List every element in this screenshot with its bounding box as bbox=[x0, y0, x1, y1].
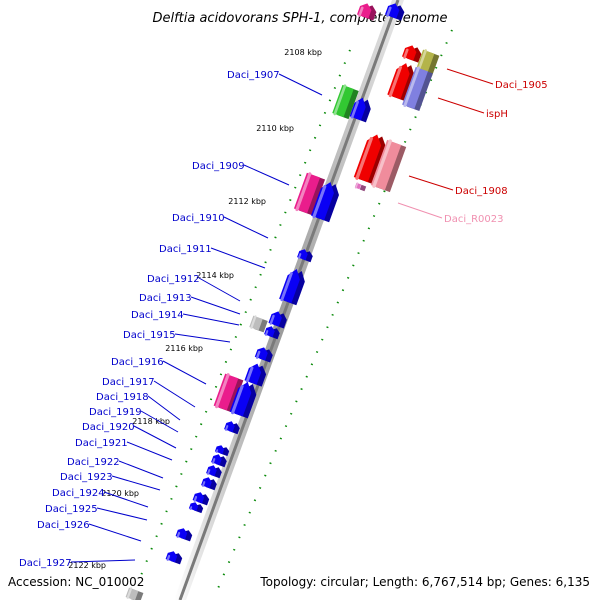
feature-daci-1922 bbox=[206, 465, 222, 479]
callout-line bbox=[126, 441, 173, 461]
gene-label[interactable]: Daci_1918 bbox=[96, 392, 149, 403]
feature-daci-1913 bbox=[249, 315, 268, 333]
gene-label[interactable]: Daci_1913 bbox=[139, 293, 192, 304]
feature-daci-1920 bbox=[214, 445, 230, 457]
gene-label[interactable]: Daci_1914 bbox=[131, 310, 184, 321]
callout-line bbox=[446, 68, 494, 85]
gene-callouts: Daci_1907 Daci_1909 Daci_1910 Daci_1911 Daci… bbox=[19, 68, 548, 569]
callout-line bbox=[408, 175, 454, 191]
callout-line bbox=[147, 395, 181, 421]
callout-line bbox=[182, 313, 240, 326]
gene-label[interactable]: Daci_1909 bbox=[192, 161, 245, 172]
gene-label[interactable]: Daci_R0023 bbox=[444, 214, 504, 225]
feature-daci-1919 bbox=[224, 421, 240, 435]
genome-summary: Topology: circular; Length: 6,767,514 bp… bbox=[259, 575, 590, 589]
gene-label[interactable]: Daci_1925 bbox=[45, 504, 98, 515]
kbp-label: 2122 kbp bbox=[68, 561, 106, 570]
feature-daci-1914 bbox=[268, 311, 287, 329]
callout-line bbox=[223, 216, 269, 239]
feature-daci-1905 bbox=[387, 63, 415, 102]
callout-line bbox=[198, 277, 241, 302]
gene-label[interactable]: Daci_1923 bbox=[60, 472, 113, 483]
gene-label[interactable]: Daci_1920 bbox=[82, 422, 135, 433]
feature-daci-1925 bbox=[188, 502, 204, 514]
callout-line bbox=[70, 559, 136, 563]
feature-top-blue bbox=[384, 3, 405, 21]
kbp-scale: 2108 kbp 2110 kbp 2112 kbp 2114 kbp 2116 kbp… bbox=[68, 48, 322, 570]
feature-daci-1909-b bbox=[310, 182, 339, 223]
feature-daci-1923 bbox=[201, 477, 217, 491]
gene-label[interactable]: Daci_1911 bbox=[159, 244, 212, 255]
feature-daci-1912 bbox=[279, 269, 305, 306]
feature-daci-1907-a bbox=[332, 84, 359, 120]
callout-line bbox=[140, 410, 179, 433]
callout-line bbox=[397, 202, 443, 219]
gene-features bbox=[125, 3, 440, 600]
callout-line bbox=[210, 247, 266, 269]
kbp-label: 2110 kbp bbox=[256, 124, 294, 133]
gene-label[interactable]: Daci_1921 bbox=[75, 438, 128, 449]
gene-label[interactable]: Daci_1922 bbox=[67, 457, 120, 468]
callout-line bbox=[190, 296, 241, 315]
gene-label[interactable]: Daci_1927 bbox=[19, 558, 72, 569]
callout-line bbox=[111, 475, 161, 491]
kbp-label: 2118 kbp bbox=[132, 417, 170, 426]
callout-line bbox=[88, 523, 142, 542]
inner-tick-track bbox=[213, 29, 453, 599]
kbp-label: 2120 kbp bbox=[101, 489, 139, 498]
feature-daci-1911 bbox=[297, 249, 313, 263]
gene-label[interactable]: Daci_1912 bbox=[147, 274, 200, 285]
gene-label[interactable]: Daci_1917 bbox=[102, 377, 155, 388]
feature-daci-1917-b bbox=[213, 373, 244, 413]
kbp-label: 2114 kbp bbox=[196, 271, 234, 280]
callout-line bbox=[96, 507, 148, 521]
feature-daci-1921 bbox=[211, 454, 227, 468]
feature-daci-1909-a bbox=[293, 172, 326, 216]
feature-daci-1905-head bbox=[401, 45, 422, 63]
feature-daci-1924 bbox=[192, 492, 210, 506]
callout-line bbox=[162, 360, 207, 385]
gene-label[interactable]: Daci_1908 bbox=[455, 186, 508, 197]
gene-label[interactable]: Daci_1926 bbox=[37, 520, 90, 531]
feature-daci-r0023 bbox=[370, 139, 407, 193]
gene-label[interactable]: Daci_1907 bbox=[227, 70, 280, 81]
kbp-label: 2116 kbp bbox=[165, 344, 203, 353]
feature-bottom-grey bbox=[125, 587, 144, 600]
callout-line bbox=[103, 491, 149, 508]
feature-daci-1907-b bbox=[349, 97, 371, 123]
feature-daci-1926 bbox=[175, 528, 193, 542]
callout-line bbox=[437, 97, 485, 114]
feature-ispH bbox=[402, 66, 433, 112]
kbp-label: 2108 kbp bbox=[284, 48, 322, 57]
feature-small-rna bbox=[354, 182, 367, 192]
gene-label[interactable]: ispH bbox=[486, 109, 508, 120]
callout-line bbox=[133, 425, 177, 449]
outer-tick-track bbox=[139, 49, 351, 579]
feature-daci-1916 bbox=[254, 347, 273, 363]
gene-label[interactable]: Daci_1919 bbox=[89, 407, 142, 418]
callout-line bbox=[153, 380, 196, 408]
gene-label[interactable]: Daci_1916 bbox=[111, 357, 164, 368]
callout-line bbox=[174, 333, 231, 343]
feature-daci-1917 bbox=[244, 363, 267, 387]
feature-daci-1908 bbox=[353, 134, 387, 185]
accession-label: Accession: NC_010002 bbox=[8, 575, 144, 589]
gene-label[interactable]: Daci_1905 bbox=[495, 80, 548, 91]
feature-daci-1915 bbox=[264, 326, 280, 340]
callout-line bbox=[243, 164, 290, 186]
feature-daci-1918 bbox=[229, 382, 257, 419]
callout-line bbox=[278, 73, 323, 96]
gene-label[interactable]: Daci_1924 bbox=[52, 488, 105, 499]
feature-top-pink bbox=[356, 3, 377, 21]
kbp-label: 2112 kbp bbox=[228, 197, 266, 206]
callout-line bbox=[118, 460, 164, 479]
gene-label[interactable]: Daci_1915 bbox=[123, 330, 176, 341]
feature-daci-1927 bbox=[165, 551, 183, 565]
gene-label[interactable]: Daci_1910 bbox=[172, 213, 225, 224]
